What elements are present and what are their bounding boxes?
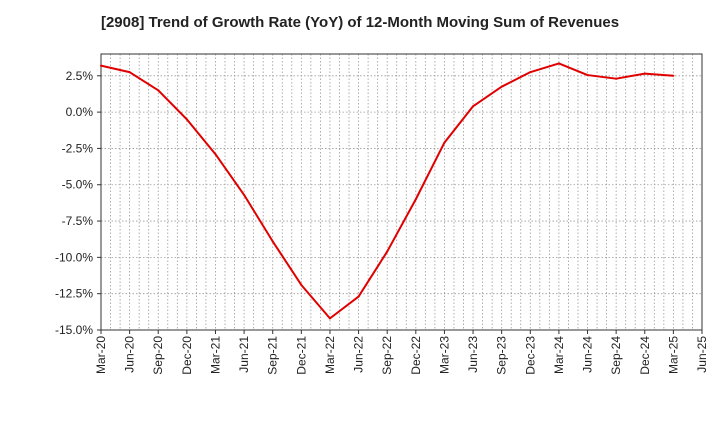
x-tick-label: Dec-20 <box>180 336 194 375</box>
x-tick-label: Jun-25 <box>695 336 709 373</box>
x-tick-label: Sep-20 <box>151 336 165 375</box>
data-point <box>672 74 675 77</box>
data-point <box>643 72 646 75</box>
x-tick-label: Jun-24 <box>581 336 595 373</box>
data-point <box>357 295 360 298</box>
y-tick-label: -12.5% <box>55 287 93 301</box>
y-tick-label: -2.5% <box>62 141 94 155</box>
data-point <box>157 89 160 92</box>
data-point <box>386 250 389 253</box>
x-tick-label: Dec-22 <box>409 336 423 375</box>
y-tick-label: -10.0% <box>55 250 93 264</box>
x-tick-label: Mar-24 <box>552 336 566 374</box>
data-point <box>100 64 102 67</box>
data-point <box>300 283 303 286</box>
y-tick-label: 2.5% <box>66 69 94 83</box>
x-tick-label: Sep-23 <box>495 336 509 375</box>
x-tick-label: Mar-20 <box>94 336 108 374</box>
data-point <box>557 62 560 65</box>
x-tick-label: Sep-21 <box>266 336 280 375</box>
data-point <box>615 77 618 80</box>
data-point <box>328 317 331 320</box>
plot-area-border <box>100 53 703 331</box>
series-layer <box>100 62 675 320</box>
data-point <box>271 240 274 243</box>
x-tick-label: Mar-23 <box>437 336 451 374</box>
x-tick-label: Jun-23 <box>466 336 480 373</box>
y-tick-label: 0.0% <box>66 105 94 119</box>
x-tick-label: Jun-21 <box>237 336 251 373</box>
data-point <box>185 118 188 121</box>
x-tick-label: Sep-22 <box>380 336 394 375</box>
data-point <box>414 198 417 201</box>
x-tick-label: Mar-25 <box>666 336 680 374</box>
chart-title: [2908] Trend of Growth Rate (YoY) of 12-… <box>100 14 620 31</box>
x-tick-label: Dec-21 <box>294 336 308 375</box>
x-tick-labels: Mar-20 Jun-20 Sep-20 Dec-20 Mar-21 Jun-21 Sep-… <box>94 336 709 375</box>
data-point <box>214 153 217 156</box>
data-point <box>500 85 503 88</box>
x-tick-label: Dec-24 <box>638 336 652 375</box>
data-point <box>128 71 131 74</box>
data-point <box>529 71 532 74</box>
grid-layer <box>100 54 703 331</box>
y-tick-labels: 2.5% 0.0% -2.5% -5.0% -7.5% -10.0% -12.5% -15.0… <box>55 69 93 337</box>
y-tick-label: -5.0% <box>62 178 94 192</box>
y-tick-label: -15.0% <box>55 323 93 337</box>
data-point <box>443 141 446 144</box>
x-tick-label: Mar-21 <box>208 336 222 374</box>
x-tick-label: Jun-20 <box>123 336 137 373</box>
x-tick-label: Mar-22 <box>323 336 337 374</box>
x-tick-label: Jun-22 <box>352 336 366 373</box>
x-tick-label: Dec-23 <box>523 336 537 375</box>
data-point <box>243 193 246 196</box>
data-point <box>586 74 589 77</box>
y-tick-label: -7.5% <box>62 214 94 228</box>
x-tick-label: Sep-24 <box>609 336 623 375</box>
data-point <box>472 105 475 108</box>
axis-layer <box>97 53 703 334</box>
